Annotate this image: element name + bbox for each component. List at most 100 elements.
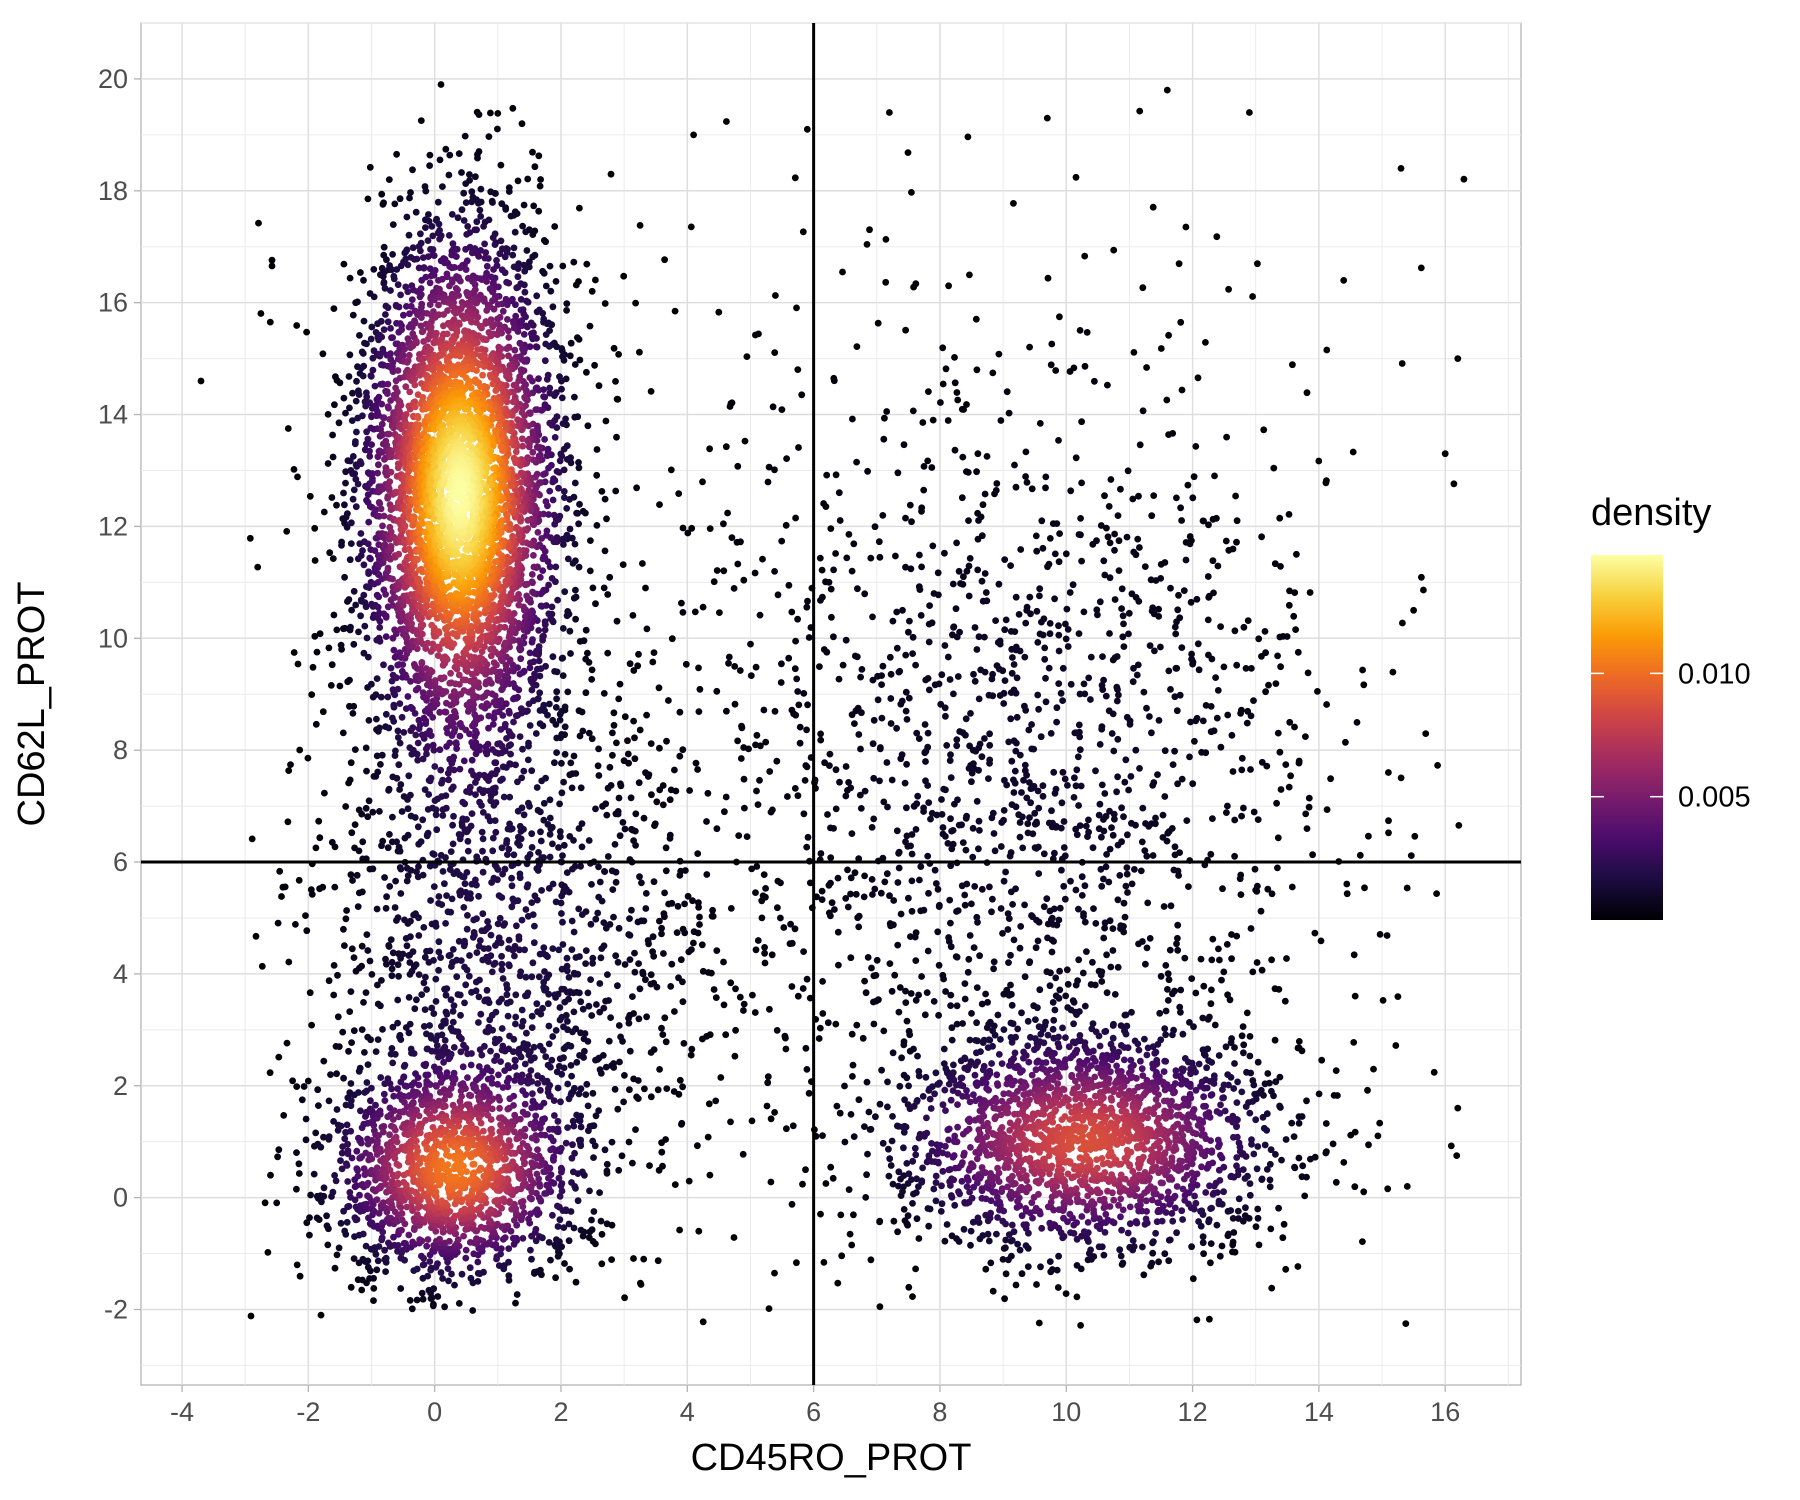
data-point: [529, 231, 537, 239]
data-point: [969, 1218, 977, 1226]
data-point: [1303, 825, 1311, 832]
data-point: [857, 745, 864, 753]
data-point: [1094, 611, 1101, 619]
data-point: [900, 1041, 908, 1049]
data-point: [803, 843, 811, 851]
data-point: [1065, 1043, 1073, 1051]
data-point: [397, 1285, 405, 1292]
data-point: [385, 785, 393, 793]
data-point: [1403, 1183, 1411, 1190]
data-point: [420, 979, 428, 987]
data-point: [973, 984, 981, 991]
data-point: [880, 435, 888, 443]
data-point: [1070, 794, 1078, 801]
data-point: [489, 847, 497, 855]
data-point: [411, 710, 419, 717]
data-point: [1254, 1143, 1262, 1150]
data-point: [1119, 1259, 1127, 1267]
data-point: [362, 855, 370, 863]
data-point: [289, 1077, 296, 1085]
data-point: [544, 1000, 552, 1008]
data-point: [587, 920, 595, 928]
data-point: [862, 1194, 870, 1201]
data-point: [596, 878, 604, 886]
data-point: [302, 1115, 310, 1123]
data-point: [656, 786, 664, 794]
data-point: [460, 217, 468, 224]
data-point: [441, 1037, 449, 1044]
data-point: [1186, 1083, 1194, 1090]
data-point: [696, 921, 703, 928]
data-point: [1001, 1295, 1008, 1303]
data-point: [435, 1053, 442, 1061]
data-point: [616, 1058, 623, 1066]
data-point: [900, 1172, 908, 1179]
data-point: [295, 1160, 303, 1168]
data-point: [1240, 804, 1247, 812]
data-point: [378, 751, 386, 759]
data-point: [435, 938, 443, 946]
data-point: [1359, 666, 1366, 674]
data-point: [1315, 457, 1323, 465]
data-point: [665, 697, 672, 704]
data-point: [1349, 448, 1357, 456]
data-point: [704, 1133, 712, 1141]
data-point: [1073, 766, 1081, 774]
data-point: [460, 904, 468, 911]
data-point: [346, 776, 354, 784]
data-point: [930, 1185, 938, 1193]
data-point: [338, 1165, 346, 1173]
data-point: [394, 1085, 402, 1093]
data-point: [558, 881, 566, 889]
data-point: [480, 1268, 487, 1276]
data-point: [475, 1063, 483, 1070]
data-point: [362, 744, 370, 752]
data-point: [458, 1035, 465, 1043]
data-point: [1021, 901, 1028, 909]
data-point: [974, 1037, 981, 1045]
data-point: [1167, 686, 1174, 693]
data-point: [799, 985, 807, 992]
data-point: [1285, 601, 1293, 609]
data-point: [1205, 1057, 1212, 1064]
data-point: [1350, 1039, 1358, 1046]
data-point: [611, 841, 619, 848]
data-point: [601, 547, 609, 555]
data-point: [375, 393, 383, 401]
data-point: [875, 996, 882, 1004]
data-point: [967, 1227, 975, 1235]
data-point: [830, 566, 837, 574]
data-point: [662, 844, 670, 852]
data-point: [556, 1216, 564, 1224]
data-point: [1024, 820, 1032, 828]
data-point: [453, 973, 461, 981]
data-point: [691, 608, 699, 616]
data-point: [1097, 522, 1105, 529]
data-point: [522, 992, 529, 1000]
data-point: [366, 399, 374, 407]
data-point: [1178, 386, 1186, 394]
data-point: [1159, 834, 1167, 841]
data-point: [616, 832, 624, 840]
data-point: [487, 1047, 494, 1055]
data-point: [508, 882, 516, 890]
data-point: [520, 331, 528, 338]
data-point: [935, 680, 943, 688]
data-point: [325, 644, 333, 652]
data-point: [727, 979, 735, 987]
data-point: [528, 1024, 536, 1031]
data-point: [872, 1113, 879, 1121]
data-point: [577, 784, 585, 792]
data-point: [1073, 831, 1081, 839]
data-point: [390, 1092, 398, 1100]
data-point: [1060, 882, 1068, 890]
data-point: [1058, 799, 1066, 807]
data-point: [1055, 1252, 1062, 1260]
data-point: [1322, 479, 1330, 487]
data-point: [898, 1054, 905, 1062]
data-point: [1103, 951, 1110, 959]
data-point: [765, 1305, 773, 1312]
data-point: [369, 865, 377, 873]
data-point: [268, 262, 276, 270]
data-point: [390, 701, 398, 709]
